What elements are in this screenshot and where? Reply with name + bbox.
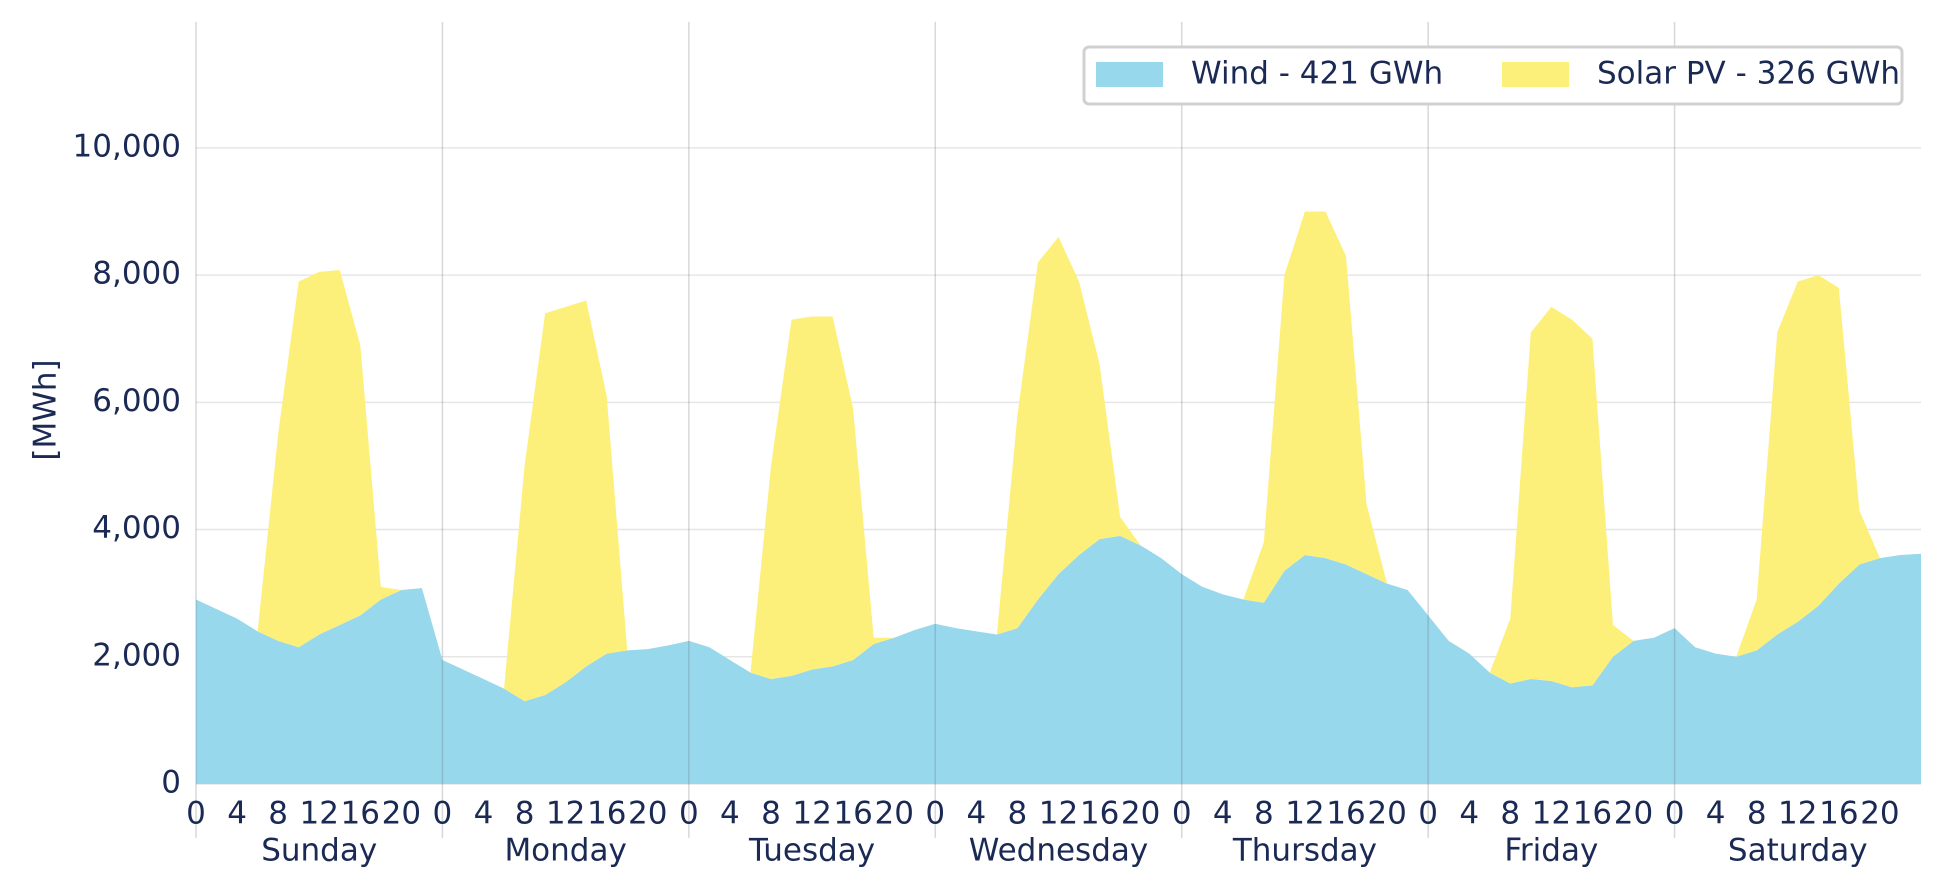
- x-tick-label: 12: [792, 796, 831, 832]
- x-tick-label: 4: [720, 796, 740, 832]
- x-tick-label: 8: [1747, 796, 1767, 832]
- x-tick-label: 8: [1500, 796, 1520, 832]
- area: [196, 535, 1921, 784]
- x-tick-label: 0: [1172, 796, 1192, 832]
- x-tick-label: 0: [186, 796, 206, 832]
- x-group-label: Tuesday: [748, 833, 875, 869]
- x-tick-label: 8: [268, 796, 288, 832]
- x-tick-label: 0: [1418, 796, 1438, 832]
- x-group-label: Sunday: [261, 833, 377, 869]
- legend-label: Solar PV - 326 GWh: [1597, 56, 1900, 92]
- x-tick-label: 20: [1367, 796, 1406, 832]
- legend-label: Wind - 421 GWh: [1191, 56, 1443, 92]
- x-tick-label: 20: [1121, 796, 1160, 832]
- x-group-label: Monday: [504, 833, 626, 869]
- x-tick-label: 20: [382, 796, 421, 832]
- x-tick-label: 20: [1860, 796, 1899, 832]
- x-tick-label: 4: [1706, 796, 1726, 832]
- x-tick-label: 12: [299, 796, 338, 832]
- x-group-label: Wednesday: [969, 833, 1148, 869]
- legend-swatch: [1096, 62, 1163, 87]
- y-tick-label: 0: [161, 765, 181, 801]
- x-tick-label: 12: [1532, 796, 1571, 832]
- x-tick-label: 4: [1213, 796, 1233, 832]
- x-tick-label: 16: [1573, 796, 1612, 832]
- x-tick-label: 20: [628, 796, 667, 832]
- x-tick-label: 4: [966, 796, 986, 832]
- x-tick-label: 16: [1326, 796, 1365, 832]
- x-tick-label: 16: [1080, 796, 1119, 832]
- x-tick-label: 0: [925, 796, 945, 832]
- x-tick-label: 12: [546, 796, 585, 832]
- legend-box: [1082, 45, 1904, 106]
- x-tick-label: 4: [1459, 796, 1479, 832]
- y-tick-label: 2,000: [92, 637, 181, 673]
- y-axis-label: [MWh]: [28, 359, 64, 460]
- x-tick-label: 16: [341, 796, 380, 832]
- x-tick-label: 20: [1614, 796, 1653, 832]
- legend-swatch: [1502, 62, 1569, 87]
- y-tick-label: 6,000: [92, 383, 181, 419]
- x-group-label: Saturday: [1728, 833, 1868, 869]
- x-tick-label: 4: [474, 796, 494, 832]
- x-tick-label: 12: [1039, 796, 1078, 832]
- x-tick-label: 12: [1285, 796, 1324, 832]
- x-tick-label: 8: [761, 796, 781, 832]
- area: [196, 211, 1921, 702]
- x-tick-label: 0: [679, 796, 699, 832]
- x-tick-label: 16: [587, 796, 626, 832]
- x-tick-label: 0: [433, 796, 453, 832]
- x-tick-label: 4: [227, 796, 247, 832]
- x-group-label: Thursday: [1232, 833, 1377, 869]
- y-tick-label: 4,000: [92, 510, 181, 546]
- x-tick-label: 8: [1254, 796, 1274, 832]
- x-group-label: Friday: [1504, 833, 1598, 869]
- x-tick-label: 16: [833, 796, 872, 832]
- y-tick-label: 10,000: [73, 128, 181, 164]
- x-tick-label: 16: [1819, 796, 1858, 832]
- x-tick-label: 12: [1778, 796, 1817, 832]
- x-tick-label: 20: [874, 796, 913, 832]
- x-tick-label: 8: [515, 796, 535, 832]
- y-tick-label: 8,000: [92, 256, 181, 292]
- x-tick-label: 8: [1008, 796, 1028, 832]
- x-tick-label: 0: [1665, 796, 1685, 832]
